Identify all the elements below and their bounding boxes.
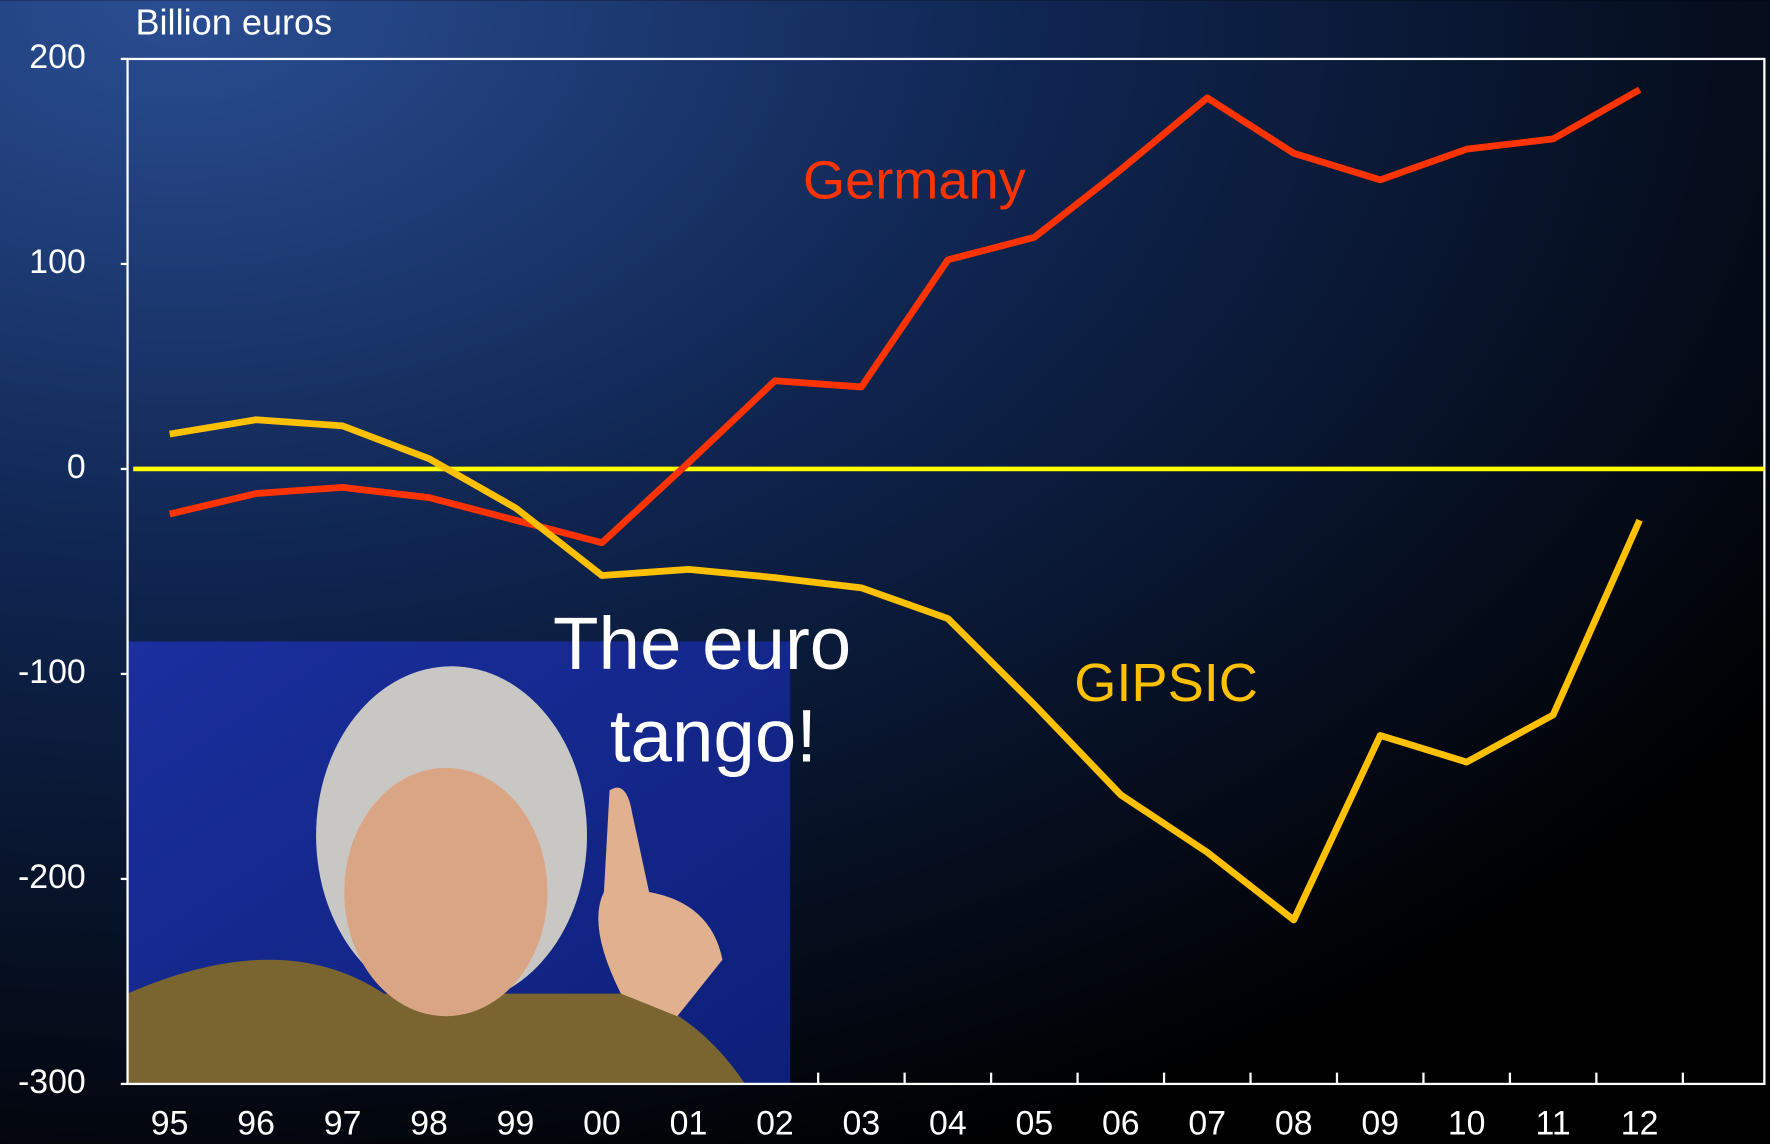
series-label: Germany	[803, 151, 1026, 211]
x-tick-label: 04	[929, 1105, 967, 1143]
x-tick-label: 07	[1188, 1105, 1226, 1143]
x-tick-label: 00	[583, 1105, 621, 1143]
y-tick-label: 0	[67, 448, 86, 486]
x-tick-label: 08	[1275, 1105, 1313, 1143]
chart-title: Billion euros	[135, 2, 332, 43]
x-tick-label: 05	[1016, 1105, 1054, 1143]
y-tick-label: 100	[29, 243, 86, 281]
annotation: tango!	[610, 695, 817, 778]
x-tick-label: 01	[670, 1105, 708, 1143]
x-tick-label: 09	[1361, 1105, 1399, 1143]
x-tick-label: 03	[843, 1105, 881, 1143]
x-tick-label: 12	[1621, 1105, 1659, 1143]
x-tick-label: 02	[756, 1105, 794, 1143]
photo-face	[344, 768, 547, 1016]
x-tick-label: 10	[1448, 1105, 1486, 1143]
annotation: The euro	[553, 602, 851, 685]
x-tick-label: 11	[1536, 1105, 1571, 1143]
x-tick-label: 99	[497, 1105, 535, 1143]
y-tick-label: 200	[29, 38, 86, 76]
y-tick-label: -100	[18, 653, 86, 691]
page: {"chart_data": {"type": "line", "title":…	[0, 0, 1770, 1144]
chart: Billion euros -300-200-10001002009596979…	[0, 0, 1770, 1144]
x-tick-label: 97	[324, 1105, 362, 1143]
y-tick-label: -200	[18, 858, 86, 896]
x-tick-label: 98	[410, 1105, 448, 1143]
series-label: GIPSIC	[1074, 653, 1258, 713]
x-tick-label: 96	[237, 1105, 275, 1143]
y-tick-label: -300	[18, 1063, 86, 1101]
x-tick-label: 06	[1102, 1105, 1140, 1143]
x-tick-label: 95	[151, 1105, 189, 1143]
